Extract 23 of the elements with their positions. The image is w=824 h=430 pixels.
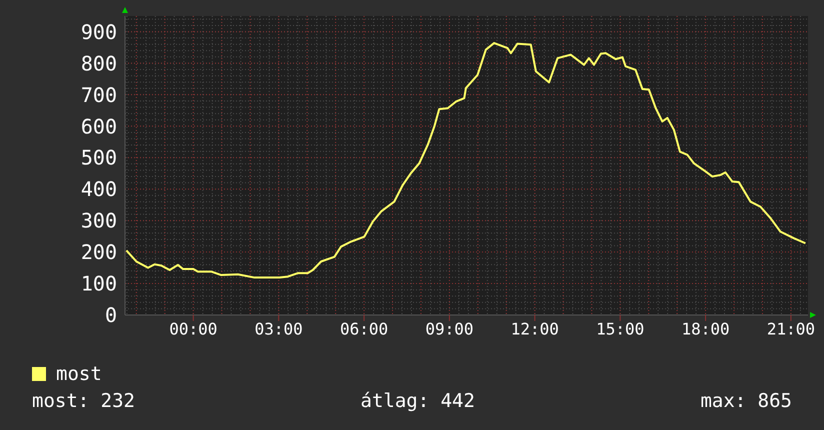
x-tick-label: 06:00 bbox=[340, 319, 388, 338]
y-tick-label: 300 bbox=[80, 208, 117, 233]
y-tick-label: 200 bbox=[80, 240, 117, 264]
line-series bbox=[125, 42, 806, 279]
x-tick-label: 15:00 bbox=[596, 319, 644, 338]
x-tick-label: 09:00 bbox=[425, 319, 474, 338]
y-tick-label: 600 bbox=[80, 114, 117, 138]
y-tick-label: 100 bbox=[80, 272, 117, 296]
text: átlag: 442 bbox=[360, 390, 475, 412]
y-tick-label: 0 bbox=[104, 303, 117, 328]
x-tick-label: 03:00 bbox=[254, 319, 303, 338]
legend-label: most bbox=[56, 363, 102, 385]
y-tick-label: 500 bbox=[80, 146, 117, 170]
y-tick-label: 800 bbox=[80, 51, 117, 76]
x-tick-label: 21:00 bbox=[766, 319, 816, 338]
y-tick-label: 700 bbox=[80, 82, 117, 107]
x-tick-label: 18:00 bbox=[681, 319, 730, 338]
text: max: 865 bbox=[700, 390, 792, 412]
x-tick-label: 00:00 bbox=[169, 319, 218, 338]
text: most: 232 bbox=[32, 390, 135, 412]
y-tick-label: 900 bbox=[80, 20, 117, 44]
y-tick-label: 400 bbox=[80, 177, 117, 202]
x-tick-label: 12:00 bbox=[510, 319, 559, 338]
